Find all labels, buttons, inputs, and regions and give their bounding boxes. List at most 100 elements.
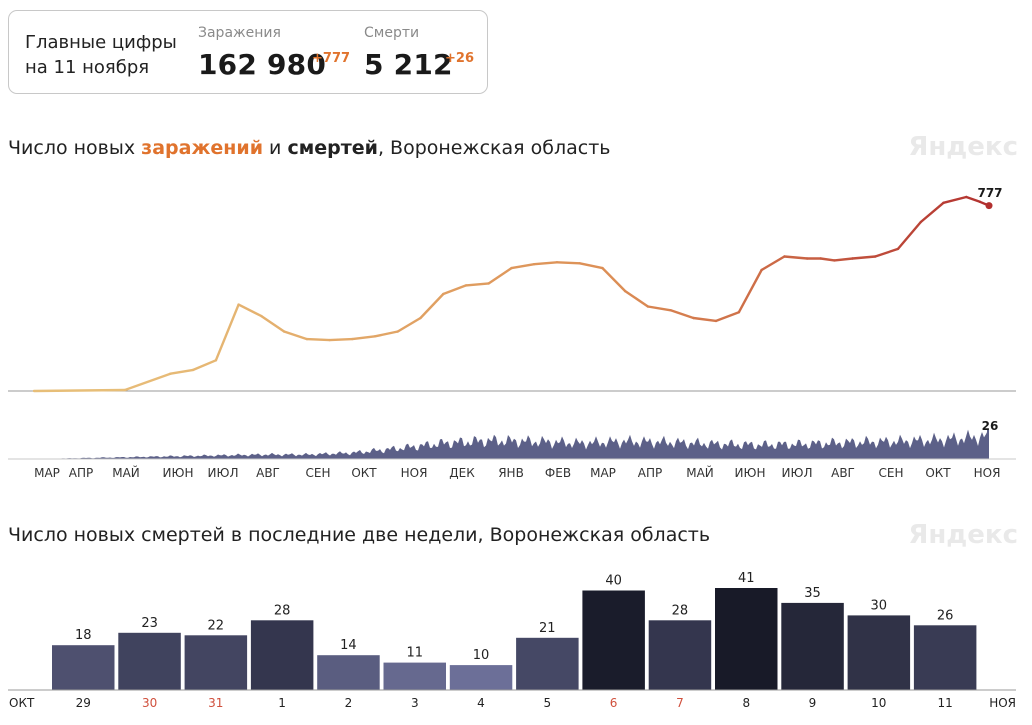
bar-category-label: 29 [76, 696, 91, 710]
infections-segment [510, 263, 536, 270]
infections-segment [714, 311, 741, 323]
summary-card: Главные цифры на 11 ноября Заражения 162… [8, 10, 488, 94]
bar-category-label: 4 [477, 696, 485, 710]
bar-category-label: 7 [676, 696, 684, 710]
bar-value-label: 28 [672, 603, 689, 618]
infections-segment [669, 309, 695, 320]
month-tick-label: ИЮЛ [782, 466, 813, 480]
summary-title-line2: на 11 ноября [25, 57, 150, 78]
infections-segment [282, 330, 309, 341]
month-tick-label: МАР [34, 466, 60, 480]
bar-value-label: 10 [473, 648, 490, 663]
bar-value-label: 41 [738, 571, 755, 586]
bar-category-label: 11 [937, 696, 952, 710]
infections-segment [305, 337, 331, 342]
infections-segment [874, 247, 900, 258]
month-tick-label: АПР [69, 466, 93, 480]
deaths-value: 5 212 [364, 48, 453, 81]
infections-segment [214, 303, 240, 362]
cases-delta: +777 [312, 51, 351, 66]
bar-9 [781, 602, 844, 690]
infections-segment [464, 282, 490, 287]
cases-value: 162 980 [198, 48, 327, 81]
bar-value-label: 18 [75, 628, 92, 643]
infections-segment [32, 388, 127, 393]
bar-31 [184, 635, 248, 690]
infections-segment [237, 303, 263, 318]
month-tick-label: МАЙ [686, 465, 714, 480]
chart1-title-part1: Число новых [8, 137, 142, 159]
month-tick-label: ЯНВ [498, 466, 524, 480]
chart1-title-part5: , Воронежская область [377, 137, 611, 159]
infections-segment [260, 314, 286, 333]
chart1-title-deaths: смертей [287, 137, 378, 159]
infections-segment [760, 255, 786, 272]
month-tick-label: МАЙ [112, 465, 140, 480]
month-tick-label: НОЯ [401, 466, 428, 480]
infections-segment [191, 359, 218, 372]
yandex-watermark-1: Яндекс [908, 132, 1018, 162]
month-label-left: ОКТ [9, 696, 35, 710]
bar-1 [250, 620, 314, 690]
bar-category-label: 6 [610, 696, 618, 710]
summary-title: Главные цифры на 11 ноября [25, 30, 177, 80]
bar-value-label: 28 [274, 603, 291, 618]
bar-7 [648, 620, 712, 690]
infections-segment [737, 268, 763, 314]
bar-category-label: 10 [871, 696, 886, 710]
bar-category-label: 5 [543, 696, 551, 710]
bar-category-label: 31 [208, 696, 223, 710]
month-tick-label: СЕН [879, 466, 904, 480]
deaths-area-series [34, 429, 989, 459]
infections-segment [578, 262, 604, 270]
bar-29 [52, 645, 115, 690]
bar-value-label: 40 [605, 574, 622, 589]
month-tick-label: НОЯ [974, 466, 1001, 480]
bar-30 [118, 632, 181, 690]
infections-segment [351, 335, 377, 341]
month-tick-label: ИЮЛ [208, 466, 239, 480]
infections-segment [373, 330, 399, 338]
infections-segment [328, 337, 354, 342]
infections-segment [601, 266, 627, 293]
infections-segment [533, 261, 559, 266]
infections-segment [783, 255, 809, 260]
bar-value-label: 30 [871, 598, 888, 613]
bar-4 [449, 665, 513, 690]
infections-segment [919, 201, 945, 224]
chart2-title: Число новых смертей в последние две неде… [8, 524, 711, 546]
month-tick-label: СЕН [306, 466, 331, 480]
bar-value-label: 14 [340, 638, 357, 653]
chart1-title: Число новых заражений и смертей, Воронеж… [8, 137, 610, 159]
bar-5 [516, 637, 579, 690]
month-tick-label: ИЮН [735, 466, 766, 480]
yandex-watermark-2: Яндекс [908, 520, 1018, 550]
bar-3 [383, 662, 446, 690]
month-tick-label: ОКТ [925, 466, 951, 480]
month-tick-label: АВГ [831, 466, 855, 480]
infections-segment [442, 284, 468, 296]
month-tick-label: АПР [638, 466, 662, 480]
bar-value-label: 21 [539, 621, 556, 636]
bar-value-label: 35 [804, 586, 821, 601]
bar-category-label: 3 [411, 696, 419, 710]
infections-segment [646, 305, 672, 312]
infections-segment [624, 289, 650, 308]
month-tick-label: АВГ [256, 466, 280, 480]
infections-segment [851, 255, 877, 260]
chart1-title-infections: заражений [141, 137, 264, 159]
bar-category-label: 2 [345, 696, 353, 710]
month-tick-label: МАР [590, 466, 616, 480]
bar-category-label: 8 [742, 696, 750, 710]
bar-8 [715, 588, 778, 690]
cases-label: Заражения [198, 25, 281, 41]
deaths-last-label: 26 [982, 419, 999, 433]
summary-title-line1: Главные цифры [25, 32, 177, 53]
bar-value-label: 11 [407, 646, 424, 661]
bar-2 [317, 655, 380, 690]
infections-segment [555, 261, 581, 265]
month-tick-label: ИЮН [163, 466, 194, 480]
month-tick-label: ДЕК [449, 466, 475, 480]
infections-segment [169, 368, 195, 375]
